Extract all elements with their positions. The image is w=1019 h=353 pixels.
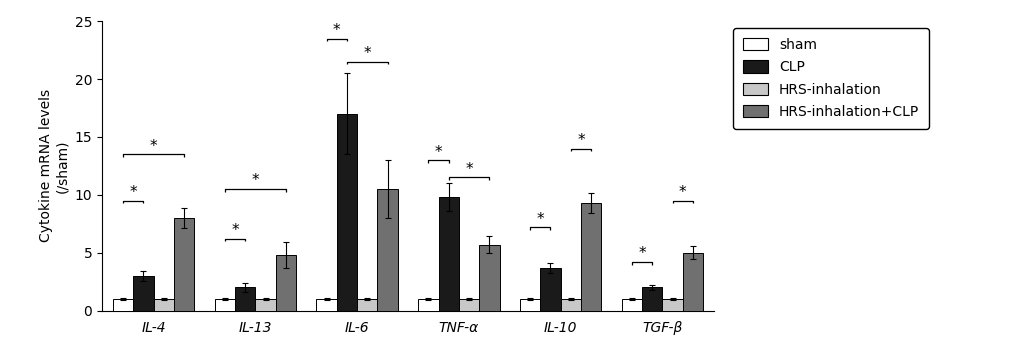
Bar bbox=[581, 203, 601, 311]
Text: *: * bbox=[638, 246, 645, 262]
Bar bbox=[275, 255, 296, 311]
Bar bbox=[459, 299, 479, 311]
Bar bbox=[316, 299, 336, 311]
Bar bbox=[133, 276, 154, 311]
Text: *: * bbox=[332, 23, 340, 38]
Bar bbox=[234, 287, 255, 311]
Text: *: * bbox=[231, 223, 238, 238]
Bar bbox=[661, 299, 682, 311]
Text: *: * bbox=[465, 162, 473, 177]
Bar bbox=[438, 197, 459, 311]
Bar bbox=[113, 299, 133, 311]
Bar bbox=[336, 114, 357, 311]
Legend: sham, CLP, HRS-inhalation, HRS-inhalation+CLP: sham, CLP, HRS-inhalation, HRS-inhalatio… bbox=[733, 28, 928, 128]
Bar bbox=[479, 245, 499, 311]
Text: *: * bbox=[129, 185, 137, 200]
Bar bbox=[154, 299, 174, 311]
Bar bbox=[214, 299, 234, 311]
Text: *: * bbox=[150, 139, 157, 154]
Text: *: * bbox=[536, 212, 543, 227]
Text: *: * bbox=[434, 144, 442, 160]
Text: *: * bbox=[363, 46, 371, 61]
Bar bbox=[520, 299, 540, 311]
Bar bbox=[255, 299, 275, 311]
Text: *: * bbox=[679, 185, 686, 200]
Bar bbox=[174, 218, 194, 311]
Bar bbox=[418, 299, 438, 311]
Bar bbox=[540, 268, 560, 311]
Bar bbox=[641, 287, 661, 311]
Bar bbox=[560, 299, 581, 311]
Bar bbox=[682, 253, 702, 311]
Bar bbox=[377, 189, 397, 311]
Y-axis label: Cytokine mRNA levels
(/sham): Cytokine mRNA levels (/sham) bbox=[39, 89, 69, 243]
Bar bbox=[357, 299, 377, 311]
Text: *: * bbox=[252, 173, 259, 189]
Text: *: * bbox=[577, 133, 584, 148]
Bar bbox=[622, 299, 641, 311]
